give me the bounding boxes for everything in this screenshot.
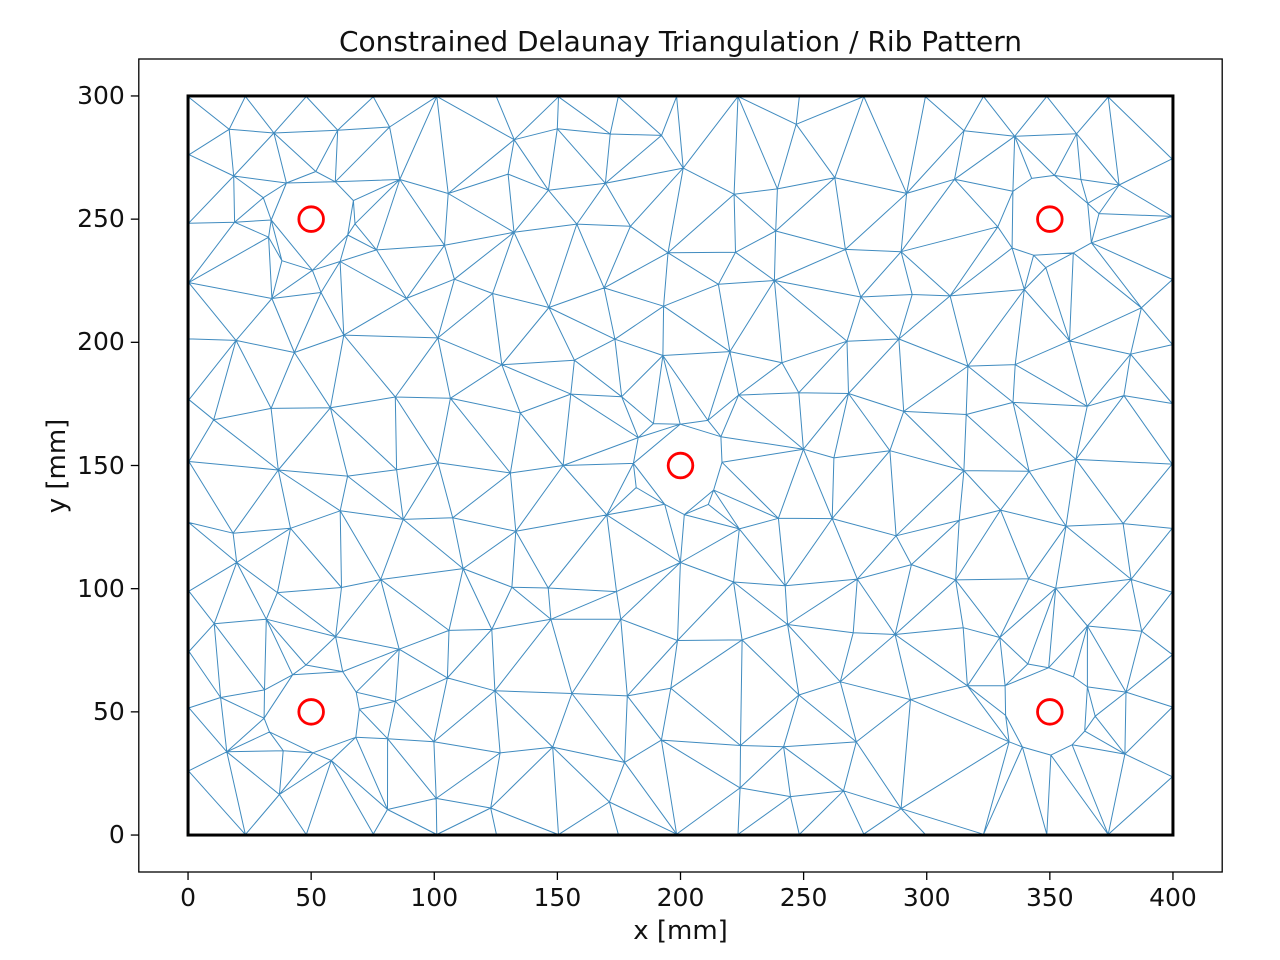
mesh-edges-path <box>187 95 1174 836</box>
rib-hole-marker <box>666 451 695 480</box>
rib-hole-marker <box>297 205 325 233</box>
x-tick-label: 200 <box>656 883 705 912</box>
x-tick-label: 0 <box>180 883 196 912</box>
y-tick-label: 100 <box>77 573 125 603</box>
chart-title: Constrained Delaunay Triangulation / Rib… <box>338 25 1023 58</box>
y-tick-label: 300 <box>77 80 125 110</box>
plate-boundary <box>186 94 1175 837</box>
rib-hole-markers <box>297 205 1064 726</box>
x-tick-label: 150 <box>533 883 582 912</box>
y-tick-label: 150 <box>77 450 125 480</box>
x-tick-label: 350 <box>1025 883 1074 912</box>
axis-ticks <box>130 95 1174 880</box>
y-tick-label: 50 <box>92 696 125 726</box>
y-tick-label: 0 <box>108 820 125 850</box>
y-tick-label: 200 <box>77 327 125 357</box>
rib-hole-marker <box>1036 698 1064 726</box>
x-tick-label: 100 <box>410 883 459 912</box>
x-tick-label: 50 <box>295 883 328 912</box>
rib-hole-marker <box>1036 205 1064 233</box>
x-tick-label: 300 <box>902 883 951 912</box>
rib-hole-marker <box>297 698 325 726</box>
y-tick-label: 250 <box>77 204 125 234</box>
x-axis-label: x [mm] <box>633 916 728 946</box>
x-tick-label: 400 <box>1149 883 1197 912</box>
mesh-lines <box>187 95 1174 836</box>
x-tick-label: 250 <box>779 883 828 912</box>
